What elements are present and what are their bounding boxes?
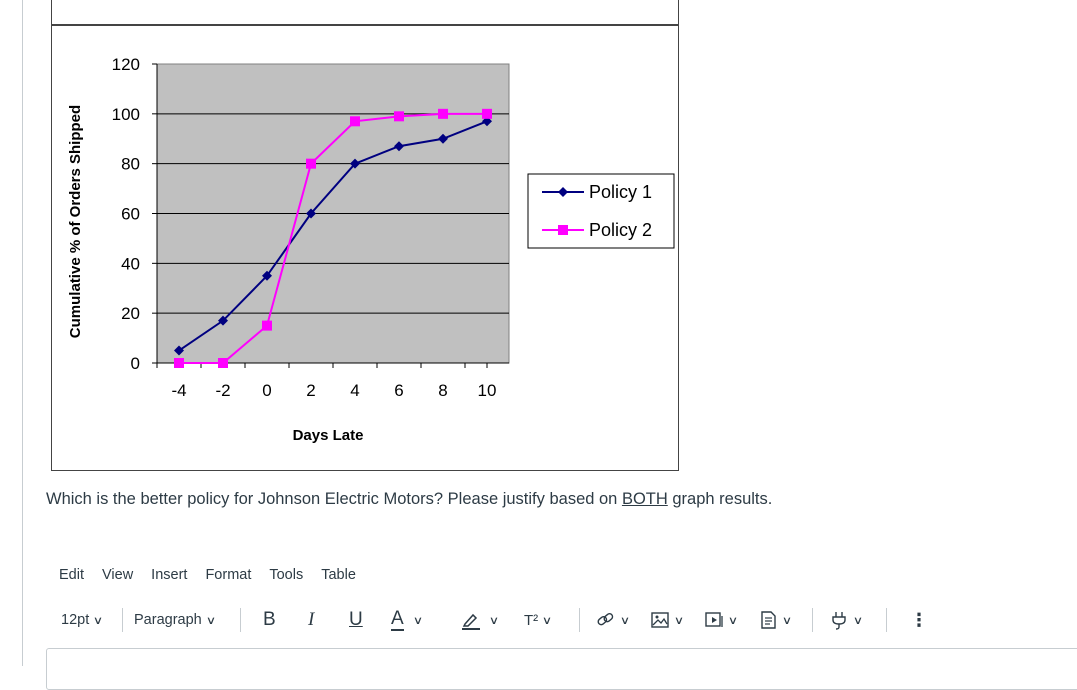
series-line-1 <box>178 120 488 352</box>
toolbar-divider <box>122 608 123 632</box>
chevron-down-icon: ∨ <box>412 614 423 627</box>
toolbar-divider <box>812 608 813 632</box>
underline-button[interactable]: U <box>349 604 363 636</box>
y-tick-label: 20 <box>121 304 140 323</box>
data-point-1 <box>350 158 360 169</box>
data-point-2 <box>394 111 404 122</box>
y-tick-label: 60 <box>121 205 140 224</box>
line-chart: 0 20 40 60 80 100 120 -4 -2 0 2 4 6 8 10 Days Late Cumul… <box>67 55 675 444</box>
previous-figure-box <box>51 0 679 25</box>
question-suffix: graph results. <box>667 490 773 508</box>
rich-text-editor-body[interactable] <box>46 648 1077 690</box>
data-point-2 <box>438 108 448 119</box>
y-tick-label: 120 <box>112 55 140 74</box>
x-tick-label: 10 <box>478 381 497 400</box>
font-size-value: 12pt <box>61 612 90 628</box>
toolbar-divider <box>886 608 887 632</box>
menu-insert[interactable]: Insert <box>151 567 188 583</box>
chevron-down-icon: ∨ <box>781 614 793 627</box>
legend-marker-1 <box>558 187 568 197</box>
data-point-1 <box>438 133 448 144</box>
chevron-down-icon: ∨ <box>673 614 685 627</box>
link-button[interactable]: ∨ <box>596 604 631 636</box>
chevron-down-icon: ∨ <box>727 614 739 627</box>
superscript-button[interactable]: T² ∨ <box>524 604 553 636</box>
bold-label: B <box>263 609 276 630</box>
y-tick-label: 100 <box>112 105 140 124</box>
italic-button[interactable]: I <box>308 604 314 636</box>
data-point-2 <box>174 358 184 368</box>
x-tick-label: -2 <box>215 381 230 400</box>
x-axis-label: Days Late <box>293 427 364 444</box>
data-point-1 <box>306 208 316 219</box>
y-axis-label: Cumulative % of Orders Shipped <box>67 105 84 338</box>
more-options-button[interactable]: ⋮ <box>910 604 928 636</box>
menu-table[interactable]: Table <box>321 567 356 583</box>
menu-format[interactable]: Format <box>205 567 252 583</box>
plug-icon <box>832 612 846 630</box>
chevron-down-icon: ∨ <box>852 614 864 627</box>
document-button[interactable]: ∨ <box>758 604 793 636</box>
block-format-select[interactable]: Paragraph ∨ <box>134 604 216 636</box>
legend-box <box>527 173 675 249</box>
menu-tools[interactable]: Tools <box>269 567 304 583</box>
underline-label: U <box>349 609 363 630</box>
legend-label-2: Policy 2 <box>589 220 652 240</box>
toolbar-divider <box>579 608 580 632</box>
highlight-icon <box>462 613 480 630</box>
media-button[interactable]: ∨ <box>704 604 739 636</box>
apps-button[interactable]: ∨ <box>829 604 864 636</box>
data-point-1 <box>218 315 228 326</box>
question-text: Which is the better policy for Johnson E… <box>46 490 772 509</box>
data-point-1 <box>174 345 184 356</box>
data-point-2 <box>306 158 316 169</box>
link-icon <box>597 613 614 626</box>
bold-button[interactable]: B <box>263 604 276 636</box>
chevron-down-icon: ∨ <box>541 614 553 627</box>
more-icon: ⋮ <box>910 609 928 630</box>
superscript-label: T² <box>524 611 539 629</box>
data-point-1 <box>262 270 272 281</box>
x-tick-label: 8 <box>438 381 447 400</box>
chart-figure: 0 20 40 60 80 100 120 -4 -2 0 2 4 6 8 10 Days Late Cumul… <box>51 25 679 471</box>
x-tick-label: 4 <box>350 381 359 400</box>
x-tick-label: -4 <box>171 381 186 400</box>
block-format-value: Paragraph <box>134 612 202 628</box>
document-icon <box>761 611 776 629</box>
chevron-down-icon: ∨ <box>205 614 216 627</box>
question-prefix: Which is the better policy for Johnson E… <box>46 490 622 508</box>
media-icon <box>705 612 723 627</box>
data-point-1 <box>394 141 404 152</box>
data-point-2 <box>218 358 228 368</box>
y-tick-label: 40 <box>121 254 140 273</box>
y-tick-label: 0 <box>131 354 140 373</box>
chevron-down-icon: ∨ <box>488 614 500 627</box>
data-point-2 <box>262 320 272 331</box>
y-tick-label: 80 <box>121 155 140 174</box>
legend-marker-2 <box>558 225 568 235</box>
legend-label-1: Policy 1 <box>589 182 652 202</box>
text-color-button[interactable]: A ∨ <box>391 604 423 636</box>
data-point-2 <box>350 116 360 127</box>
toolbar-divider <box>240 608 241 632</box>
text-color-label: A <box>391 608 404 631</box>
x-tick-label: 2 <box>306 381 315 400</box>
menu-edit[interactable]: Edit <box>59 567 84 583</box>
italic-label: I <box>308 609 315 630</box>
chevron-down-icon: ∨ <box>619 614 631 627</box>
content-left-border <box>22 0 23 666</box>
series-line-2 <box>179 112 487 364</box>
highlight-color-button[interactable]: ∨ <box>460 604 500 636</box>
x-tick-label: 0 <box>262 381 271 400</box>
font-size-select[interactable]: 12pt ∨ <box>61 604 104 636</box>
image-icon <box>651 612 669 628</box>
chevron-down-icon: ∨ <box>93 614 104 627</box>
x-tick-label: 6 <box>394 381 403 400</box>
question-emphasis: BOTH <box>621 490 668 508</box>
data-point-2 <box>482 108 492 119</box>
editor-toolbar: 12pt ∨ Paragraph ∨ B I U A ∨ ∨ T² ∨ ∨ ∨ ∨ ∨ … <box>46 604 1077 636</box>
image-button[interactable]: ∨ <box>650 604 685 636</box>
editor-menubar: Edit View Insert Format Tools Table <box>59 567 374 583</box>
menu-view[interactable]: View <box>102 567 134 583</box>
